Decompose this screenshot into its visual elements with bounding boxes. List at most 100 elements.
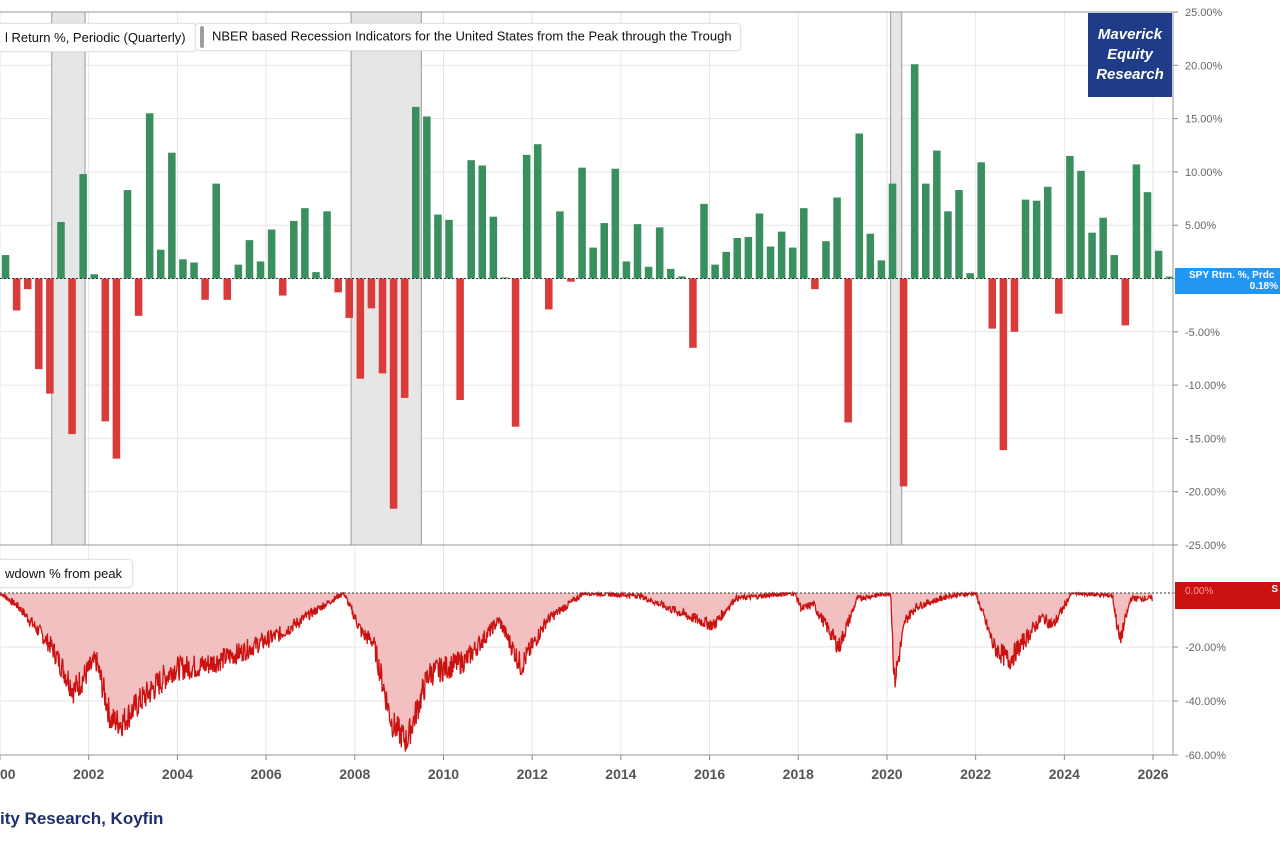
return-bar xyxy=(777,231,786,279)
return-bar xyxy=(500,277,509,279)
return-bar xyxy=(655,227,664,279)
axes xyxy=(0,11,1174,756)
return-bar xyxy=(1154,250,1163,279)
return-bar xyxy=(1165,276,1174,279)
return-bar xyxy=(1010,278,1019,332)
return-bar xyxy=(467,160,475,279)
return-bar xyxy=(910,64,919,279)
return-bar xyxy=(1032,200,1041,279)
return-bar xyxy=(877,260,886,279)
drawdown-fill xyxy=(0,593,1153,752)
drawdown-value-tag: S 0.00% xyxy=(1175,582,1280,609)
return-bar xyxy=(90,274,99,279)
return-bar xyxy=(478,165,487,279)
return-bar xyxy=(23,278,32,290)
return-bar xyxy=(201,278,209,300)
return-bar xyxy=(267,229,276,279)
return-bar xyxy=(866,233,875,279)
logo-line-3: Research xyxy=(1096,66,1164,83)
x-tick-label: 2006 xyxy=(251,766,282,782)
source-credit: ity Research, Koyfin xyxy=(0,809,164,828)
return-bar xyxy=(389,278,398,509)
x-tick-label: 2018 xyxy=(783,766,814,782)
return-bar xyxy=(12,278,21,311)
return-bar xyxy=(955,190,963,279)
y-tick-label: -60.00% xyxy=(1185,750,1226,762)
return-bar xyxy=(855,133,864,279)
return-bar xyxy=(977,162,985,279)
x-tick-label: 2024 xyxy=(1049,766,1080,782)
y-tick-label: 25.00% xyxy=(1185,7,1223,19)
logo-line-1: Maverick xyxy=(1097,26,1163,43)
return-bar xyxy=(1088,232,1096,279)
return-bar xyxy=(833,197,841,279)
return-bar xyxy=(278,278,287,296)
return-bar xyxy=(434,214,442,279)
return-bar xyxy=(811,278,819,290)
return-bar xyxy=(456,278,464,401)
return-bar xyxy=(733,237,742,279)
return-bar xyxy=(46,278,54,394)
return-bar xyxy=(556,211,564,279)
return-bar xyxy=(245,240,254,279)
return-bar xyxy=(112,278,121,459)
legend-recessions[interactable]: NBER based Recession Indicators for the … xyxy=(195,23,741,51)
legend-returns-label: l Return %, Periodic (Quarterly) xyxy=(5,30,186,45)
return-bar xyxy=(290,220,298,279)
return-bar xyxy=(689,278,697,348)
return-bar xyxy=(345,278,354,318)
return-bar xyxy=(367,278,376,309)
return-bar xyxy=(722,251,730,279)
return-bar xyxy=(134,278,143,316)
return-bar xyxy=(168,152,176,279)
return-bar xyxy=(57,222,65,279)
legend-returns[interactable]: l Return %, Periodic (Quarterly) xyxy=(0,23,197,52)
return-bar xyxy=(378,278,387,374)
spy-return-tag-label: SPY Rtrn. %, Prdc xyxy=(1189,270,1275,281)
x-tick-label: 2000 xyxy=(0,766,16,782)
return-bar xyxy=(578,167,586,279)
bottom-y-axis-ticks: 0.00% -20.00% -40.00% -60.00% xyxy=(1173,588,1226,762)
return-bar xyxy=(622,261,631,279)
x-tick-label: 2002 xyxy=(73,766,104,782)
return-bar xyxy=(944,211,952,279)
return-bar xyxy=(888,183,897,279)
return-bar xyxy=(844,278,852,423)
legend-drawdown[interactable]: wdown % from peak xyxy=(0,559,134,588)
return-bar xyxy=(445,219,453,279)
return-bar xyxy=(522,154,531,279)
return-bar xyxy=(1,255,10,279)
return-bar xyxy=(533,144,542,279)
return-bar xyxy=(1021,199,1030,279)
quarterly-return-bars xyxy=(0,64,1174,509)
return-bar xyxy=(744,236,753,279)
return-bar xyxy=(312,272,320,279)
return-bar xyxy=(611,168,620,279)
y-tick-label: 15.00% xyxy=(1185,114,1223,126)
y-tick-label: 10.00% xyxy=(1185,167,1223,179)
return-bar xyxy=(123,190,132,279)
return-bar xyxy=(589,247,597,279)
drawdown-tag-value: 0.00% xyxy=(1185,586,1214,597)
return-bar xyxy=(1121,278,1130,326)
return-bar xyxy=(156,249,165,279)
return-bar xyxy=(600,223,609,279)
return-bar xyxy=(223,278,232,300)
return-bar xyxy=(678,276,686,279)
legend-recession-swatch xyxy=(200,26,204,48)
x-tick-label: 2026 xyxy=(1137,766,1168,782)
return-bar xyxy=(212,183,220,279)
legend-recession-label: NBER based Recession Indicators for the … xyxy=(212,28,732,44)
y-tick-label: -20.00% xyxy=(1185,642,1226,654)
x-tick-label: 2020 xyxy=(871,766,902,782)
return-bar xyxy=(966,273,974,279)
return-bar xyxy=(766,246,775,279)
drawdown-line xyxy=(0,590,1153,752)
return-bar xyxy=(79,174,87,279)
drawdown-tag-label: S xyxy=(1271,584,1278,595)
return-bar xyxy=(489,216,498,279)
return-bar xyxy=(1066,155,1074,279)
x-tick-label: 2022 xyxy=(960,766,991,782)
y-tick-label: -15.00% xyxy=(1185,433,1226,445)
x-tick-label: 2008 xyxy=(339,766,370,782)
